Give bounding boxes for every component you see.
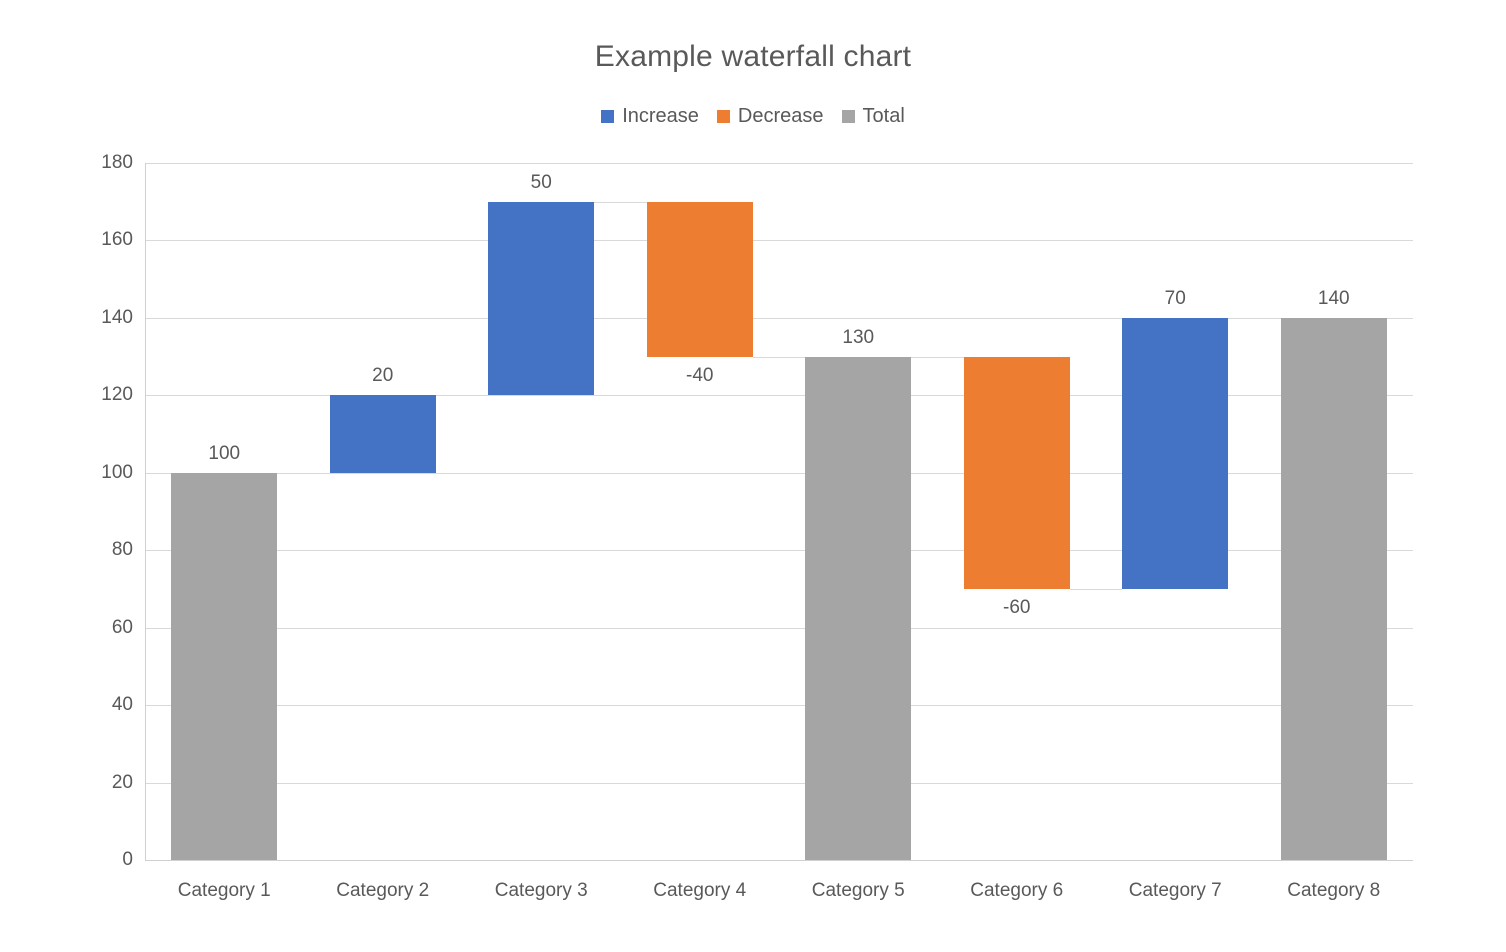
data-label-category-8: 140 (1317, 287, 1350, 309)
gridline-180 (145, 163, 1413, 164)
legend-item-total: Total (841, 104, 905, 128)
connector-line-4-5 (752, 357, 806, 358)
y-axis-tick-label-20: 20 (111, 772, 133, 793)
gridline-60 (145, 628, 1413, 629)
y-axis-tick-label-100: 100 (101, 462, 133, 483)
data-label-category-3: 50 (530, 171, 552, 193)
y-axis-tick-label-80: 80 (111, 539, 133, 560)
y-axis-tick-label-160: 160 (101, 229, 133, 250)
data-label-category-4: -40 (686, 364, 714, 386)
legend-item-increase-swatch-icon (601, 109, 615, 123)
bar-category-5 (805, 356, 912, 860)
connector-line-6-7 (1069, 589, 1123, 590)
legend-item-increase-label: Increase (622, 104, 699, 127)
gridline-100 (145, 473, 1413, 474)
x-axis-category-label-2: Category 2 (336, 880, 430, 901)
y-axis-tick-label-180: 180 (101, 152, 133, 173)
connector-line-3-4 (594, 202, 647, 203)
bar-category-4 (646, 201, 753, 357)
connector-line-2-3 (435, 395, 489, 396)
gridline-80 (145, 550, 1413, 551)
legend-item-total-label: Total (862, 104, 905, 127)
x-axis-category-label-3: Category 3 (494, 880, 588, 901)
bar-category-6 (963, 356, 1070, 589)
connector-line-7-8 (1228, 318, 1281, 319)
y-axis-tick-label-60: 60 (111, 617, 133, 638)
data-label-category-1: 100 (208, 442, 241, 464)
legend-item-decrease: Decrease (716, 104, 824, 128)
bar-category-2 (329, 395, 436, 473)
data-label-category-5: 130 (842, 326, 875, 348)
x-axis-line (145, 860, 1413, 861)
y-axis-tick-label-40: 40 (111, 694, 133, 715)
connector-line-5-6 (911, 357, 964, 358)
x-axis-category-label-6: Category 6 (970, 880, 1064, 901)
y-axis-tick-label-140: 140 (101, 307, 133, 328)
bar-category-8 (1280, 317, 1387, 860)
y-axis-line (145, 163, 146, 860)
legend-item-increase: Increase (601, 105, 699, 128)
data-label-category-7: 70 (1164, 287, 1186, 309)
gridline-140 (145, 318, 1413, 319)
x-axis-category-label-1: Category 1 (177, 880, 271, 901)
legend-item-decrease-swatch-icon (716, 109, 730, 123)
x-axis-category-label-5: Category 5 (811, 880, 905, 901)
legend-item-decrease-label: Decrease (737, 104, 824, 127)
y-axis-tick-label-120: 120 (101, 384, 133, 405)
y-axis-tick-label-0: 0 (122, 849, 133, 870)
legend-item-total-swatch-icon (841, 109, 855, 123)
x-axis-category-label-4: Category 4 (653, 880, 747, 901)
x-axis-category-label-7: Category 7 (1128, 880, 1222, 901)
x-axis-category-label-8: Category 8 (1287, 880, 1381, 901)
gridline-160 (145, 240, 1413, 241)
bar-category-7 (1122, 317, 1229, 589)
gridline-20 (145, 783, 1413, 784)
chart-legend: Increase Decrease Total (0, 103, 1506, 129)
data-label-category-2: 20 (372, 365, 394, 387)
chart-title: Example waterfall chart (594, 40, 912, 73)
gridline-40 (145, 705, 1413, 706)
gridline-120 (145, 395, 1413, 396)
connector-line-1-2 (277, 473, 330, 474)
bar-category-3 (488, 201, 595, 396)
bar-category-1 (171, 472, 278, 860)
data-label-category-6: -60 (1003, 596, 1031, 618)
